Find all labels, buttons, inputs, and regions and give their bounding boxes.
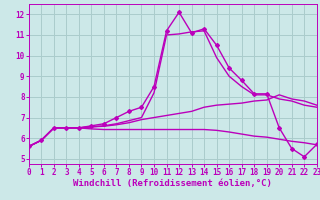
X-axis label: Windchill (Refroidissement éolien,°C): Windchill (Refroidissement éolien,°C) <box>73 179 272 188</box>
